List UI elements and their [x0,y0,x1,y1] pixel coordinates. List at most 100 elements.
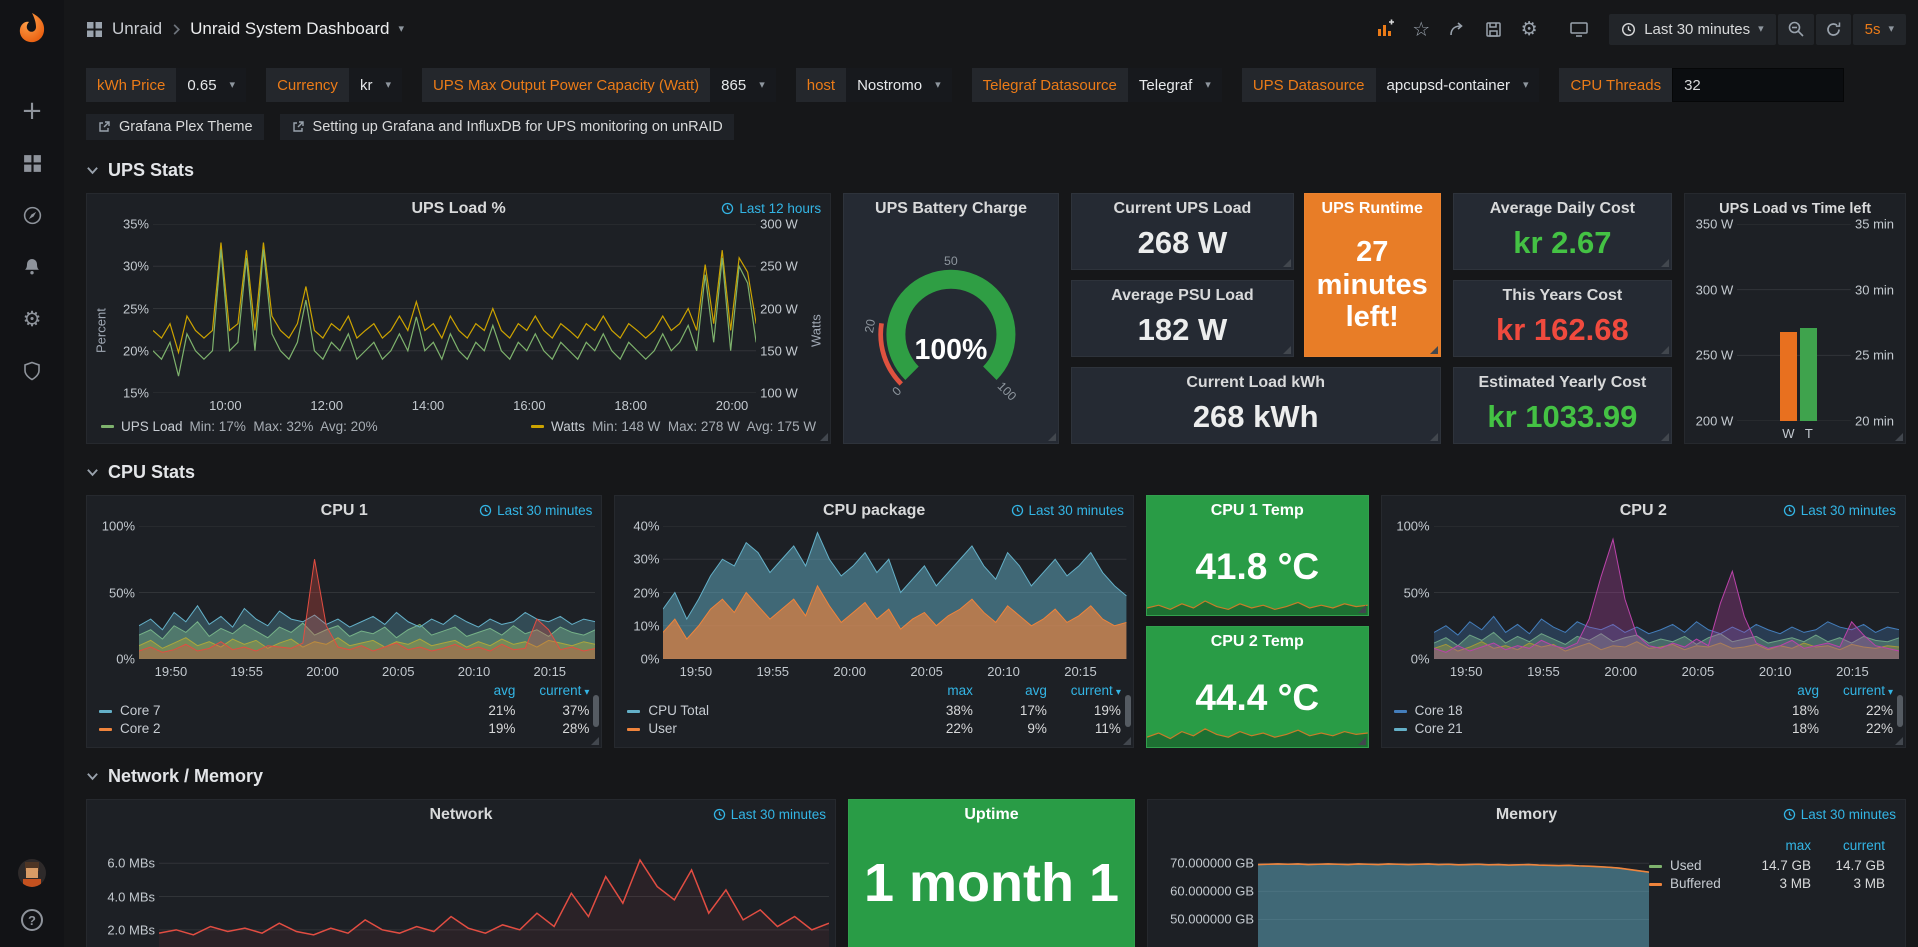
sidebar-bottom: ? [16,857,48,933]
time-series-plot[interactable] [159,830,829,947]
stat-value: 1 month 1 [863,853,1120,913]
star-dashboard-button[interactable]: ☆ [1405,14,1437,44]
cycle-view-mode-button[interactable] [1563,14,1595,44]
chevron-down-icon[interactable]: ▾ [398,22,404,35]
configuration-button[interactable]: ⚙ [19,306,45,332]
series-name[interactable]: Core 7 [120,702,161,718]
panel-title[interactable]: CPU 1 Temp [1210,502,1304,519]
time-series-plot[interactable] [1258,830,1649,947]
panel-title[interactable]: Uptime [964,806,1019,823]
panel-title[interactable]: CPU 2 [1619,502,1667,519]
legend-row: Core 18 18% 22% [1393,701,1893,719]
server-admin-button[interactable] [19,358,45,384]
series-name[interactable]: CPU Total [648,702,709,718]
zoom-out-button[interactable] [1777,13,1814,45]
series-name[interactable]: Core 2 [120,720,161,736]
legend-column-max[interactable]: max [947,683,973,698]
section-cpu-stats[interactable]: CPU Stats [86,462,1906,483]
legend-column-current[interactable]: current ▾ [1842,683,1893,698]
refresh-interval-picker[interactable]: 5s ▾ [1852,13,1906,45]
panel-time-range: Last 30 minutes [1783,503,1896,518]
clock-icon [1622,22,1636,36]
panel-ups-load: UPS Load % Last 12 hours Percent 35% 30% 2… [86,193,832,444]
help-button[interactable]: ? [19,907,45,933]
legend-column-current[interactable]: current ▾ [539,683,590,698]
panel-title[interactable]: Network [429,806,493,823]
create-button[interactable]: + [19,98,45,124]
series-name[interactable]: UPS Load [121,418,183,434]
alerting-button[interactable] [19,254,45,280]
panel-title[interactable]: CPU 1 [320,502,368,519]
variable-value-dropdown[interactable]: Nostromo ▾ [846,68,952,102]
series-name[interactable]: User [648,720,677,736]
series-name[interactable]: Used [1670,857,1702,873]
variable-value-dropdown[interactable]: kr ▾ [348,68,402,102]
chevron-down-icon: ▾ [229,78,236,91]
cpu-threads-input[interactable] [1672,68,1845,102]
section-network-memory[interactable]: Network / Memory [86,766,1906,787]
legend-scrollbar[interactable] [1124,695,1131,727]
explore-button[interactable] [19,202,45,228]
panel-title[interactable]: Current UPS Load [1113,200,1252,217]
time-range-picker[interactable]: Last 30 minutes ▾ [1609,13,1776,45]
series-name[interactable]: Buffered [1670,875,1721,891]
breadcrumb-folder[interactable]: Unraid [112,19,163,38]
series-name[interactable]: Watts [551,418,586,434]
legend-scrollbar[interactable] [593,695,600,727]
dashboards-button[interactable] [19,150,45,176]
panel-time-range: Last 30 minutes [479,503,592,518]
panel-title[interactable]: Estimated Yearly Cost [1478,374,1647,391]
section-ups-stats[interactable]: UPS Stats [86,160,1906,181]
sparkline [1146,587,1368,615]
panel-title[interactable]: Average Daily Cost [1489,200,1635,217]
tick-label: 20:15 [1836,664,1869,679]
panel-header[interactable]: UPS Load % Last 12 hours [87,194,830,220]
tick-label: 15% [122,385,149,401]
legend-column-max[interactable]: max [1785,838,1811,853]
panel-title[interactable]: CPU 2 Temp [1210,633,1304,650]
panel-title[interactable]: UPS Runtime [1321,200,1423,217]
grafana-logo[interactable] [14,10,50,46]
variable-value-dropdown[interactable]: apcupsd-container ▾ [1375,68,1540,102]
refresh-button[interactable] [1815,13,1851,45]
panel-title[interactable]: Average PSU Load [1111,287,1254,304]
share-dashboard-button[interactable] [1441,14,1473,44]
variable-current-value: Telegraf [1138,76,1193,94]
panel-header[interactable]: UPS Battery Charge [844,194,1058,220]
panel-title[interactable]: UPS Load vs Time left [1719,201,1872,217]
variable-value-dropdown[interactable]: Telegraf ▾ [1127,68,1222,102]
panel-title[interactable]: Current Load kWh [1186,374,1326,391]
time-series-plot[interactable] [663,526,1127,659]
chart-legend: avg current ▾ Core 18 18% 22% Core 21 18% 22% [1382,681,1905,747]
legend-column-avg[interactable]: avg [1025,683,1047,698]
save-dashboard-button[interactable] [1477,14,1509,44]
variable-value-dropdown[interactable]: 865 ▾ [710,68,776,102]
tick-label: 20:05 [910,664,943,679]
variable-label: host [795,68,847,102]
legend-column-current[interactable]: current ▾ [1070,683,1121,698]
panel-title[interactable]: This Years Cost [1502,287,1623,304]
bar-plot[interactable] [1737,224,1851,421]
dashboard-settings-button[interactable]: ⚙ [1513,14,1545,44]
series-name[interactable]: Core 18 [1414,702,1463,718]
panel-title[interactable]: UPS Load % [411,200,506,217]
user-avatar[interactable] [16,857,48,889]
panel-title[interactable]: CPU package [823,502,926,519]
series-name[interactable]: Core 21 [1414,720,1463,736]
panel-title[interactable]: UPS Battery Charge [875,200,1028,217]
variable-value-dropdown[interactable]: 0.65 ▾ [176,68,247,102]
legend-column-avg[interactable]: avg [1797,683,1819,698]
dashboard-link[interactable]: Setting up Grafana and InfluxDB for UPS … [279,114,734,140]
dashboard-link[interactable]: Grafana Plex Theme [86,114,264,140]
tick-label: 20:05 [381,664,415,679]
panel-title[interactable]: Memory [1495,806,1558,823]
legend-column-current[interactable]: current [1842,838,1885,853]
legend-scrollbar[interactable] [1897,695,1903,727]
time-series-plot[interactable] [139,526,596,659]
add-panel-button[interactable] [1369,14,1401,44]
time-series-plot[interactable] [153,224,756,393]
panel-average-psu-load: Average PSU Load 182 W [1070,280,1294,357]
legend-column-avg[interactable]: avg [493,683,516,698]
time-series-plot[interactable] [1433,526,1899,659]
dashboard-title[interactable]: Unraid System Dashboard [190,19,390,38]
